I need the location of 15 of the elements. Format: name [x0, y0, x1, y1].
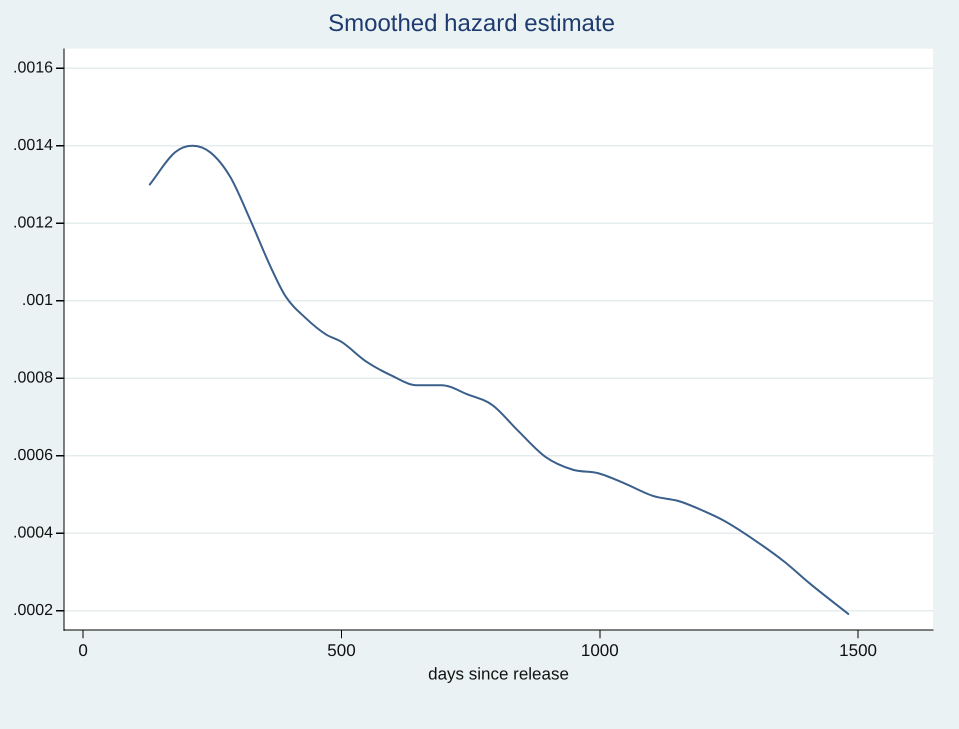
chart-title: Smoothed hazard estimate: [328, 10, 615, 38]
y-tick-label: .0002: [12, 602, 54, 620]
line-series: [148, 144, 850, 615]
y-tick-label: .0004: [12, 524, 54, 542]
y-tick-label: .0008: [12, 370, 54, 387]
y-tick-label: .001: [22, 292, 54, 310]
y-tick-label: .0006: [12, 447, 54, 464]
x-tick-label: 500: [327, 641, 356, 660]
x-tick-label: 1500: [839, 641, 878, 660]
x-axis-title: days since release: [428, 664, 569, 684]
y-tick-label: .0014: [12, 137, 54, 154]
x-tick-label: 1000: [580, 641, 619, 660]
y-tick-label: .0012: [12, 214, 54, 232]
x-tick-label: 0: [78, 641, 88, 660]
y-tick-label: .0016: [12, 60, 54, 77]
